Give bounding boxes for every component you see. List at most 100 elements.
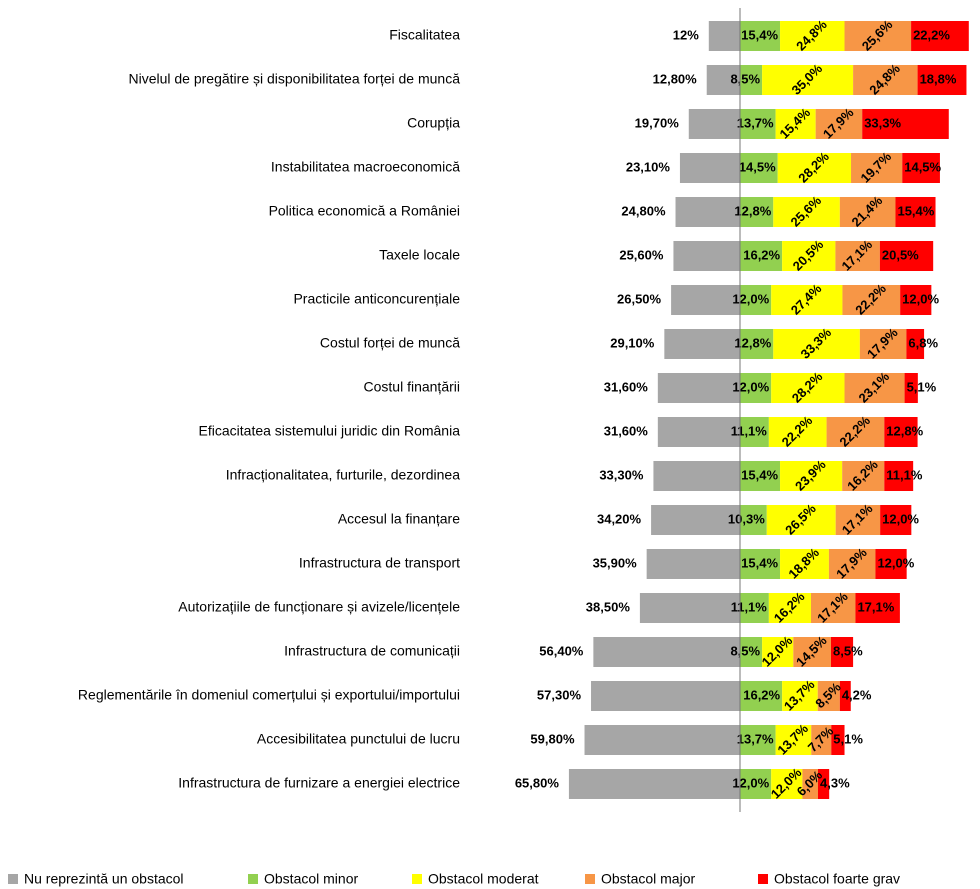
bar (740, 197, 774, 227)
value-label: 12,8% (734, 335, 771, 350)
value-label: 13,7% (737, 731, 774, 746)
bar (591, 681, 740, 711)
category-label: Costul forței de muncă (320, 335, 460, 351)
bar (826, 417, 885, 447)
bar (768, 417, 827, 447)
bar (859, 329, 907, 359)
value-label: 4,3% (820, 775, 850, 790)
category-label: Instabilitatea macroeconomică (271, 159, 460, 175)
bar (773, 197, 840, 227)
bar (917, 65, 967, 95)
value-label: 18,8% (920, 71, 957, 86)
bar (688, 109, 740, 139)
bar (831, 637, 854, 667)
bar (771, 769, 803, 799)
bar (766, 505, 836, 535)
bar (740, 417, 769, 447)
bar (855, 593, 900, 623)
bar (740, 65, 763, 95)
bar (740, 725, 776, 755)
category-label: Accesibilitatea punctului de lucru (257, 731, 460, 747)
value-label: 31,60% (604, 423, 649, 438)
bar (771, 373, 845, 403)
bar (675, 197, 740, 227)
value-label: 33,30% (599, 467, 644, 482)
bar (895, 197, 936, 227)
value-label: 12,80% (653, 71, 698, 86)
value-label: 24,80% (621, 203, 666, 218)
bar (773, 329, 860, 359)
value-label: 15,4% (741, 27, 778, 42)
bar (802, 769, 818, 799)
category-label: Nivelul de pregătire și disponibilitatea… (128, 71, 460, 87)
value-label: 12,0% (882, 511, 919, 526)
value-label: 5,1% (833, 731, 863, 746)
category-label: Autorizațiile de funcționare și avizele/… (178, 599, 460, 615)
bar (653, 461, 740, 491)
category-label: Infrastructura de furnizare a energiei e… (178, 775, 460, 791)
value-label: 10,3% (728, 511, 765, 526)
value-label: 6,8% (908, 335, 938, 350)
bar (842, 461, 885, 491)
category-label: Eficacitatea sistemului juridic din Româ… (199, 423, 461, 439)
bar (842, 285, 901, 315)
bar (706, 65, 740, 95)
value-label: 35,90% (593, 555, 638, 570)
bar (818, 769, 830, 799)
bar (817, 681, 840, 711)
value-label: 17,1% (857, 599, 894, 614)
bar (740, 593, 769, 623)
value-label: 25,60% (619, 247, 664, 262)
bar (780, 21, 845, 51)
legend-label: Nu reprezintă un obstacol (24, 871, 184, 887)
value-label: 57,30% (537, 687, 582, 702)
bar (911, 21, 969, 51)
bar (771, 285, 843, 315)
category-label: Infrastructura de comunicații (284, 643, 460, 659)
bar (740, 153, 778, 183)
value-label: 12,8% (886, 423, 923, 438)
legend-label: Obstacol moderat (428, 871, 539, 887)
bar (780, 549, 829, 579)
value-label: 22,2% (913, 27, 950, 42)
legend-swatch (8, 874, 18, 884)
value-label: 4,2% (842, 687, 872, 702)
bar (584, 725, 740, 755)
value-label: 12,8% (734, 203, 771, 218)
value-label: 13,7% (737, 115, 774, 130)
bar (839, 197, 896, 227)
value-label: 15,4% (741, 555, 778, 570)
bar (777, 153, 852, 183)
value-label: 14,5% (739, 159, 776, 174)
bar (879, 241, 934, 271)
value-label: 15,4% (897, 203, 934, 218)
category-label: Reglementările în domeniul comerțului și… (78, 687, 460, 703)
bar (844, 373, 905, 403)
value-label: 19,70% (635, 115, 680, 130)
bar (657, 417, 740, 447)
bar (740, 109, 776, 139)
bar (657, 373, 740, 403)
legend-swatch (585, 874, 595, 884)
bar (835, 241, 880, 271)
legend-label: Obstacol foarte grav (774, 871, 900, 887)
value-label: 38,50% (586, 599, 631, 614)
value-label: 5,1% (907, 379, 937, 394)
category-label: Practicile anticoncurențiale (293, 291, 460, 307)
value-label: 8,5% (730, 71, 760, 86)
value-label: 26,50% (617, 291, 662, 306)
value-label: 11,1% (731, 599, 768, 614)
value-label: 11,1% (731, 423, 768, 438)
bar (875, 549, 907, 579)
bar (815, 109, 863, 139)
legend-swatch (758, 874, 768, 884)
bar (780, 461, 843, 491)
bar (740, 769, 772, 799)
bar (900, 285, 932, 315)
bar (902, 153, 940, 183)
bar (740, 549, 781, 579)
bar (831, 725, 845, 755)
value-label: 15,4% (741, 467, 778, 482)
bar (782, 241, 836, 271)
bar (740, 285, 772, 315)
